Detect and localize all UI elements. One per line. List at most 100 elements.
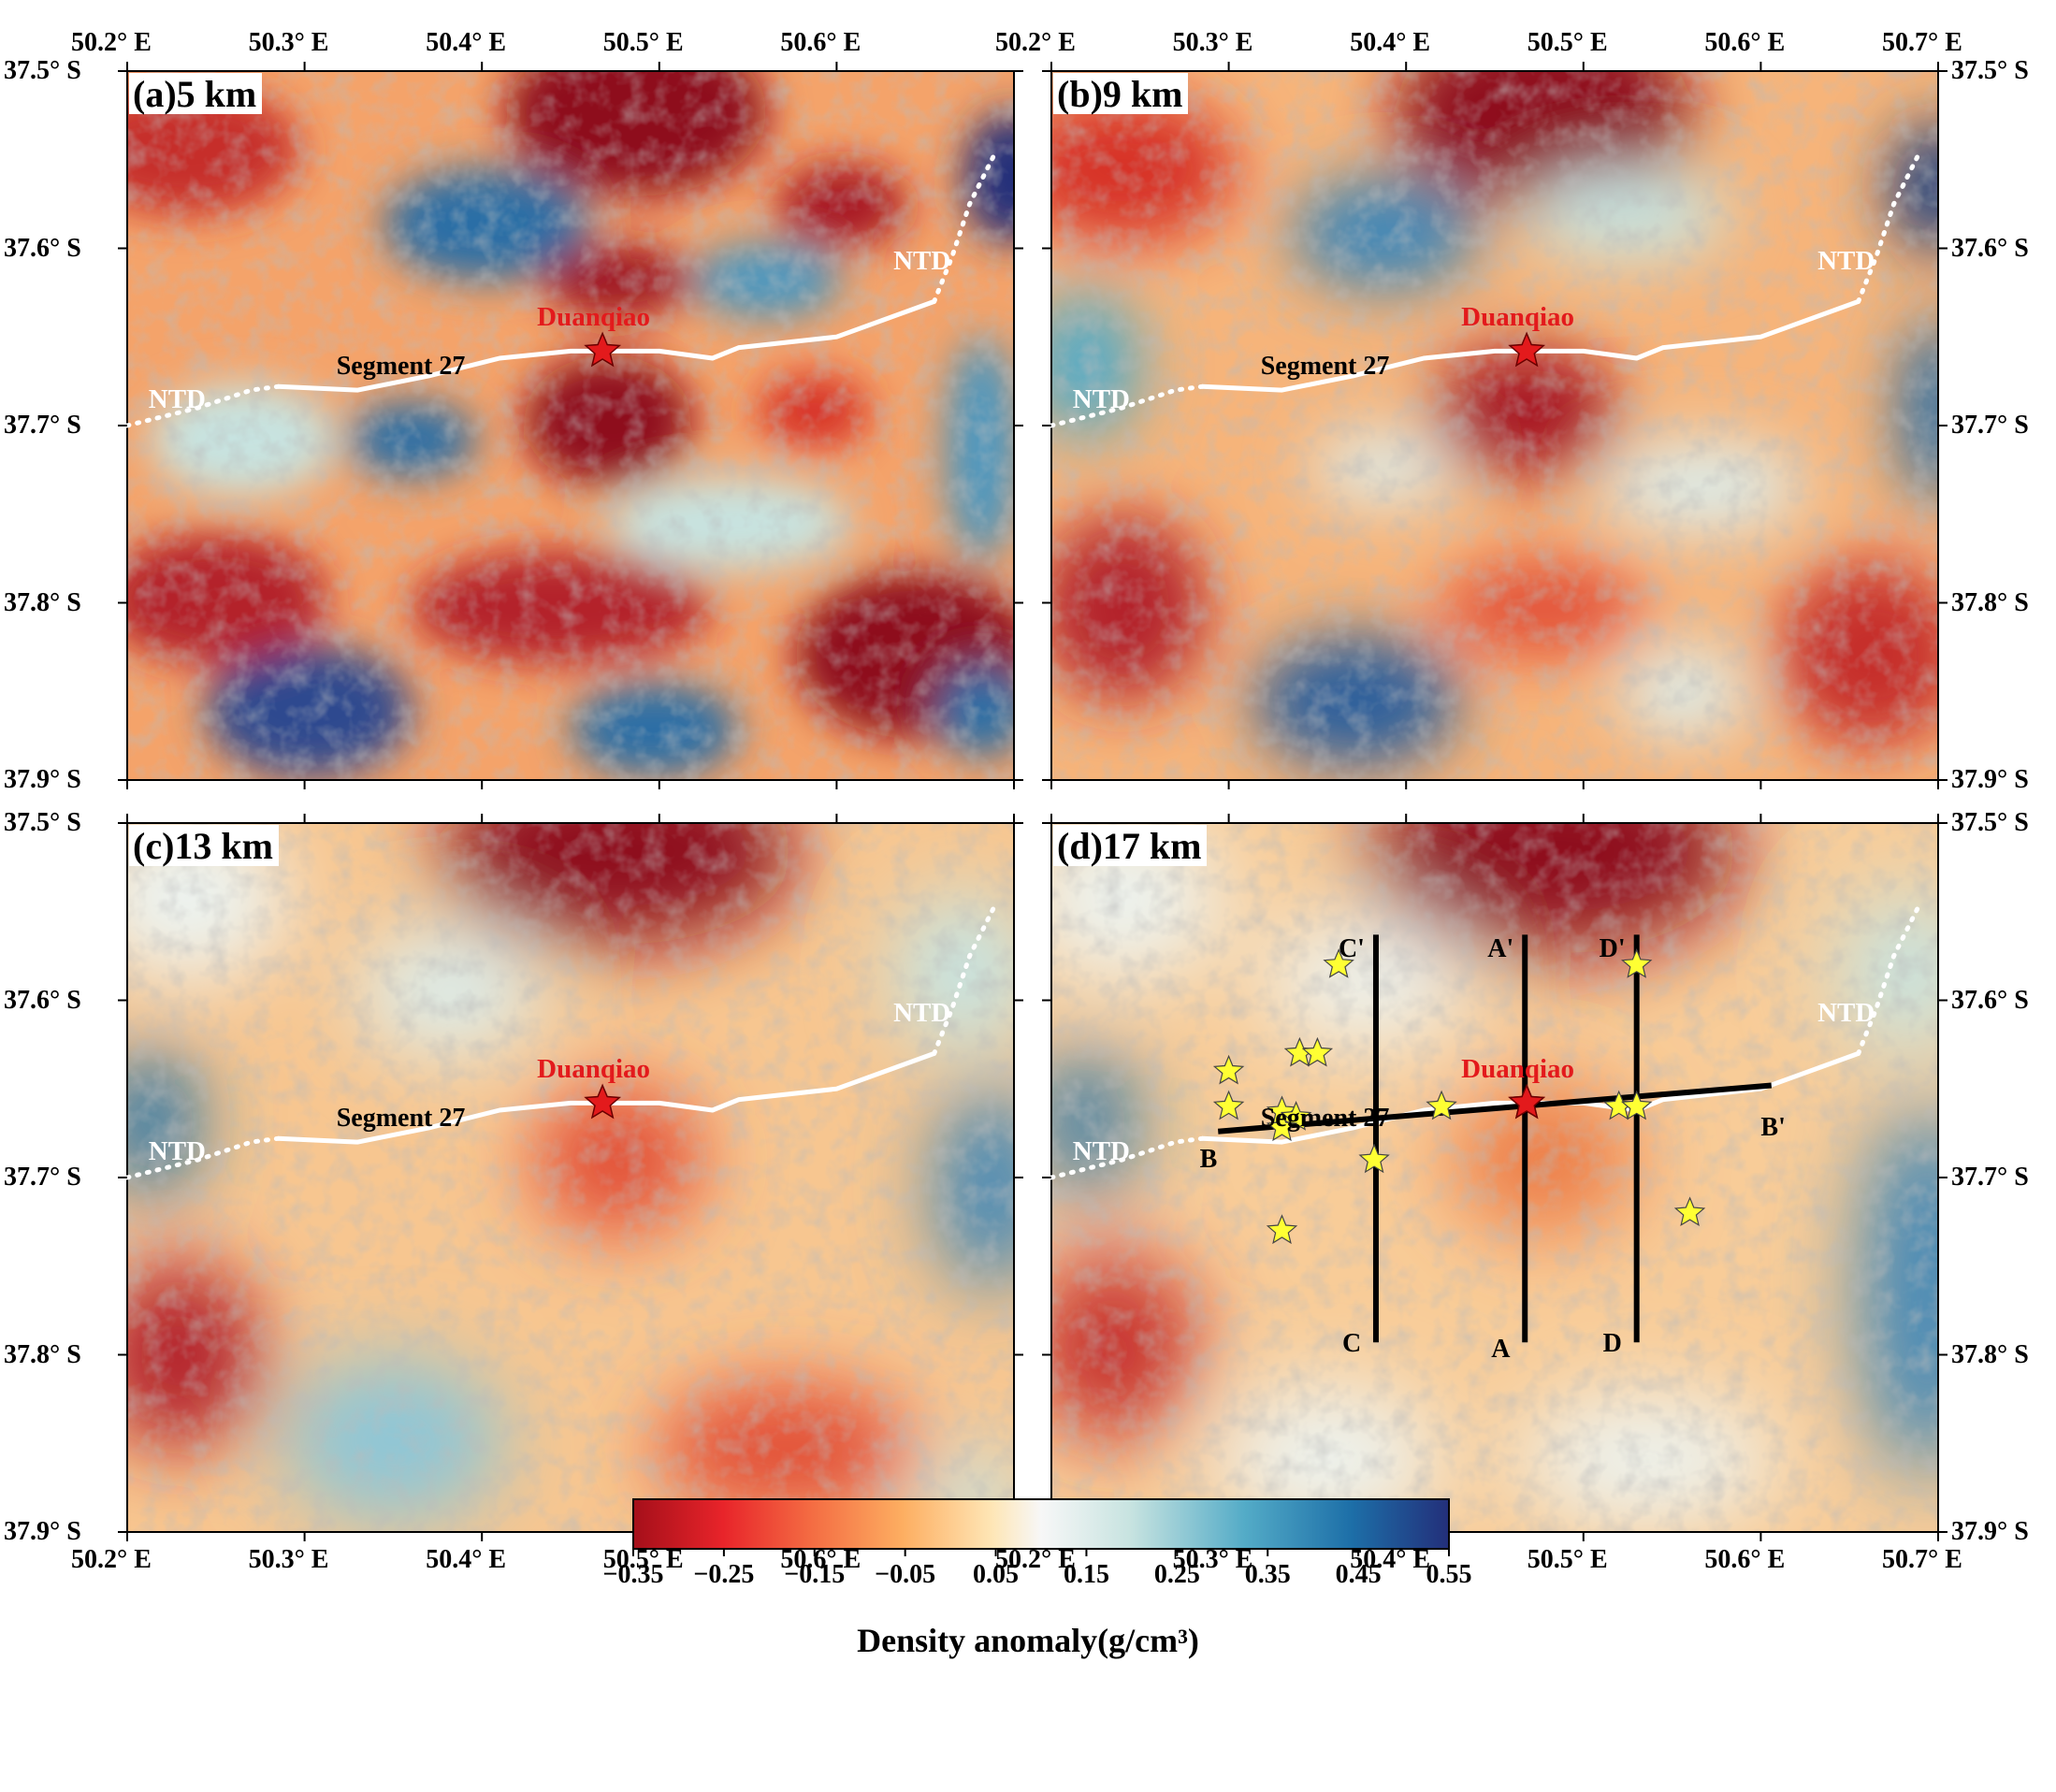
- lat-tick-label-right: 37.9° S: [1951, 765, 2029, 794]
- panel-title-a: (a)5 km: [129, 73, 263, 114]
- colorbar-tick-label: 0.45: [1335, 1560, 1382, 1589]
- lon-tick-label-bottom: 50.4° E: [1350, 1545, 1431, 1574]
- ntd-east-label-c: NTD: [893, 997, 951, 1028]
- epicenter-star-b: [1508, 331, 1546, 368]
- epicenter-star-c: [584, 1083, 622, 1120]
- ntd-west-label-c: NTD: [148, 1135, 206, 1166]
- lat-tick-label-right: 37.8° S: [1951, 587, 2029, 617]
- lon-tick-label-bottom: 50.4° E: [426, 1545, 507, 1574]
- colorbar-tick-label: 0.55: [1426, 1560, 1472, 1589]
- epicenter-star-a: [584, 331, 622, 368]
- lat-tick-label-left: 37.9° S: [4, 1517, 81, 1546]
- colorbar-tick-label: 0.25: [1153, 1560, 1200, 1589]
- lon-tick-label-top: 50.6° E: [1704, 28, 1786, 57]
- lon-tick-label-top: 50.2° E: [71, 28, 152, 57]
- ntd-east-label-b: NTD: [1817, 245, 1875, 276]
- ntd-east-label-d: NTD: [1817, 997, 1875, 1028]
- segment-label-b: Segment 27: [1260, 352, 1390, 382]
- lat-tick-label-left: 37.6° S: [4, 985, 81, 1015]
- lon-tick-label-bottom: 50.5° E: [1527, 1545, 1608, 1574]
- ntd-east-trace-b: [1856, 148, 1923, 304]
- lon-tick-label-bottom: 50.5° E: [602, 1545, 684, 1574]
- event-star: [1673, 1196, 1706, 1227]
- lat-tick-label-right: 37.7° S: [1951, 411, 2029, 440]
- panel-title-b: (b)9 km: [1053, 73, 1189, 114]
- ntd-west-label-d: NTD: [1072, 1135, 1130, 1166]
- ntd-west-trace-c: [124, 1135, 281, 1180]
- event-star: [1621, 948, 1653, 978]
- epicenter-star-d-top: [1508, 1083, 1546, 1120]
- lon-tick-label-top: 50.2° E: [995, 28, 1076, 57]
- colorbar-tick-label: 0.35: [1244, 1560, 1291, 1589]
- segment-label-c: Segment 27: [336, 1104, 466, 1134]
- event-star: [1266, 1214, 1298, 1245]
- profile-line-b: [1217, 1082, 1773, 1134]
- lat-tick-label-right: 37.9° S: [1951, 1517, 2029, 1546]
- segment-27-trace-c: [278, 1051, 935, 1145]
- epicenter-label-b: Duanqiao: [1461, 302, 1575, 333]
- profile-label-a: A: [1491, 1334, 1511, 1364]
- lon-tick-label-top: 50.3° E: [1172, 28, 1253, 57]
- lat-tick-label-left: 37.7° S: [4, 411, 81, 440]
- panel-d: [1050, 822, 1939, 1533]
- event-star: [1323, 948, 1354, 978]
- lon-tick-label-bottom: 50.6° E: [1704, 1545, 1786, 1574]
- event-star: [1212, 1054, 1245, 1085]
- profile-label-b-prime: B': [1760, 1113, 1786, 1143]
- profile-label-d: D: [1602, 1329, 1622, 1359]
- ntd-east-trace-a: [932, 148, 999, 304]
- lat-tick-label-right: 37.6° S: [1951, 233, 2029, 263]
- colorbar-tick-label: −0.25: [693, 1560, 755, 1589]
- ntd-west-trace-d: [1049, 1135, 1205, 1180]
- lon-tick-label-bottom: 50.2° E: [71, 1545, 152, 1574]
- ntd-west-trace-a: [124, 383, 281, 428]
- ntd-west-label-b: NTD: [1072, 383, 1130, 414]
- lon-tick-label-top: 50.7° E: [1882, 28, 1962, 57]
- lon-tick-label-bottom: 50.7° E: [1882, 1545, 1962, 1574]
- profile-label-d-prime: D': [1599, 934, 1626, 964]
- segment-label-d: Segment 27: [1260, 1104, 1390, 1134]
- panel-title-d: (d)17 km: [1053, 825, 1208, 866]
- segment-27-trace-b: [1202, 299, 1860, 393]
- lat-tick-label-right: 37.7° S: [1951, 1163, 2029, 1192]
- lon-tick-label-bottom: 50.2° E: [995, 1545, 1076, 1574]
- colorbar-label: Density anomaly(g/cm³): [857, 1622, 1199, 1659]
- lon-tick-label-top: 50.4° E: [426, 28, 507, 57]
- lon-tick-label-bottom: 50.3° E: [1172, 1545, 1253, 1574]
- profile-label-a-prime: A': [1487, 934, 1514, 964]
- lat-tick-label-left: 37.8° S: [4, 587, 81, 617]
- segment-label-a: Segment 27: [336, 352, 466, 382]
- ntd-east-trace-d: [1856, 900, 1923, 1056]
- density-field-d: [1051, 823, 1938, 1532]
- lat-tick-label-left: 37.7° S: [4, 1163, 81, 1192]
- lon-tick-label-bottom: 50.6° E: [780, 1545, 861, 1574]
- event-star: [1358, 1143, 1390, 1174]
- lat-tick-label-left: 37.8° S: [4, 1339, 81, 1369]
- event-star: [1621, 1090, 1653, 1120]
- ntd-east-trace-c: [932, 900, 999, 1056]
- epicenter-label-d: Duanqiao: [1461, 1054, 1575, 1085]
- lat-tick-label-right: 37.5° S: [1951, 56, 2029, 85]
- lat-tick-label-right: 37.6° S: [1951, 985, 2029, 1015]
- lon-tick-label-top: 50.6° E: [780, 28, 861, 57]
- panel-b: [1050, 70, 1939, 781]
- colorbar: [632, 1498, 1450, 1550]
- segment-27-trace-a: [278, 299, 935, 393]
- panel-c: [126, 822, 1015, 1533]
- ntd-east-label-a: NTD: [893, 245, 951, 276]
- panel-a: [126, 70, 1015, 781]
- lon-tick-label-top: 50.4° E: [1350, 28, 1431, 57]
- ntd-west-trace-b: [1049, 383, 1205, 428]
- lat-tick-label-right: 37.5° S: [1951, 808, 2029, 837]
- density-field-b: [1051, 71, 1938, 780]
- epicenter-label-a: Duanqiao: [537, 302, 651, 333]
- density-field-a: [127, 71, 1014, 780]
- lon-tick-label-top: 50.3° E: [248, 28, 329, 57]
- epicenter-label-c: Duanqiao: [537, 1054, 651, 1085]
- event-star: [1266, 1111, 1298, 1142]
- lon-tick-label-top: 50.5° E: [602, 28, 684, 57]
- lat-tick-label-left: 37.9° S: [4, 765, 81, 794]
- event-star: [1301, 1036, 1334, 1067]
- lon-tick-label-bottom: 50.3° E: [248, 1545, 329, 1574]
